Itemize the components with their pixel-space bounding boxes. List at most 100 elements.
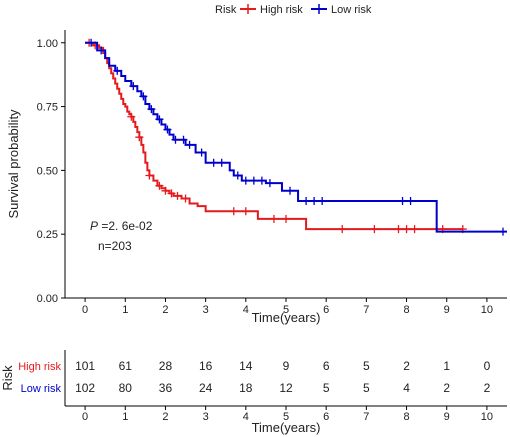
- survival-plot: Survival probability Time(years) 0.00 0.2…: [6, 30, 507, 325]
- censor-mark-low-risk: [147, 105, 156, 114]
- risk-table-cell: 101: [75, 359, 95, 373]
- censor-mark-low-risk: [87, 38, 96, 47]
- risk-table-title: Risk: [0, 365, 15, 391]
- risk-table-cell: 102: [75, 381, 95, 395]
- censor-mark-low-risk: [398, 197, 407, 206]
- risk-table-cell: 16: [199, 359, 213, 373]
- p-label: P: [90, 219, 98, 233]
- censor-mark-low-risk: [265, 179, 274, 188]
- censor-mark-low-risk: [179, 135, 188, 144]
- risk-table-x-tick-label: 4: [243, 411, 249, 423]
- risk-table-x-tick-label: 10: [481, 411, 493, 423]
- censor-mark-high-risk: [161, 186, 170, 195]
- risk-table-x-tick-label: 8: [403, 411, 409, 423]
- censor-mark-high-risk: [145, 171, 154, 180]
- censor-mark-low-risk: [257, 176, 266, 185]
- risk-table-cell: 2: [484, 381, 491, 395]
- x-tick-label: 6: [323, 304, 329, 316]
- risk-table-cell: 5: [323, 381, 330, 395]
- risk-table-x-tick-label: 9: [444, 411, 450, 423]
- risk-table-x-tick-label: 2: [162, 411, 168, 423]
- risk-table-cell: 18: [239, 381, 253, 395]
- risk-table-x-tick-label: 0: [82, 411, 88, 423]
- x-axis-label: Time(years): [252, 310, 321, 325]
- censor-mark-low-risk: [217, 158, 226, 167]
- y-axis-label: Survival probability: [6, 109, 21, 219]
- y-tick-label: 0.00: [37, 293, 58, 305]
- censor-mark-low-risk: [171, 135, 180, 144]
- risk-table-x-tick-label: 3: [203, 411, 209, 423]
- risk-table-x-tick-label: 5: [283, 411, 289, 423]
- legend-label-low-risk: Low risk: [331, 4, 372, 16]
- x-tick-label: 2: [162, 304, 168, 316]
- x-tick-label: 8: [403, 304, 409, 316]
- risk-row-label-low-risk: Low risk: [21, 383, 62, 395]
- risk-table: Risk High risk Low risk 101 61 28 16 14 9 6 5 2 1…: [0, 350, 507, 435]
- x-tick-label: 10: [481, 304, 493, 316]
- legend: Risk High risk Low risk: [215, 4, 372, 16]
- risk-table-x-tick-label: 1: [122, 411, 128, 423]
- censor-mark-low-risk: [97, 46, 106, 55]
- censor-mark-low-risk: [249, 176, 258, 185]
- risk-table-x-tick-label: 7: [363, 411, 369, 423]
- x-tick-label: 0: [82, 304, 88, 316]
- censor-mark-low-risk: [113, 66, 122, 75]
- risk-row-label-high-risk: High risk: [18, 361, 61, 373]
- risk-table-cell: 24: [199, 381, 213, 395]
- risk-table-cell: 80: [119, 381, 133, 395]
- risk-table-cell: 1: [443, 359, 450, 373]
- censor-mark-high-risk: [338, 225, 347, 234]
- censor-mark-high-risk: [127, 112, 136, 121]
- risk-table-cell: 28: [159, 359, 173, 373]
- p-value-annotation: P =2. 6e-02: [90, 219, 153, 233]
- x-tick-label: 7: [363, 304, 369, 316]
- risk-table-cell: 5: [363, 359, 370, 373]
- risk-table-cell: 2: [443, 381, 450, 395]
- censor-mark-high-risk: [370, 225, 379, 234]
- y-ticks: 0.00 0.25 0.50 0.75 1.00: [37, 38, 65, 305]
- x-tick-label: 5: [283, 304, 289, 316]
- censor-mark-low-risk: [498, 227, 507, 236]
- x-ticks: 0 1 2 3 4 5 6 7 8 9 10: [82, 298, 493, 316]
- risk-table-cell: 2: [403, 359, 410, 373]
- x-tick-label: 1: [122, 304, 128, 316]
- censor-mark-low-risk: [185, 140, 194, 149]
- survival-curve-high-risk: [85, 41, 463, 231]
- censor-mark-high-risk: [402, 225, 411, 234]
- legend-item-low-risk: Low risk: [311, 4, 372, 16]
- risk-table-x-ticks: 0 1 2 3 4 5 6 7 8 9 10: [82, 406, 493, 423]
- censor-mark-low-risk: [286, 186, 295, 195]
- n-annotation: n=203: [98, 239, 132, 253]
- survival-curves: [85, 38, 507, 236]
- censor-mark-low-risk: [302, 197, 311, 206]
- censor-mark-high-risk: [394, 225, 403, 234]
- p-value: =2. 6e-02: [98, 219, 153, 233]
- censor-mark-low-risk: [241, 176, 250, 185]
- survival-curve-low-risk: [85, 41, 507, 233]
- censor-mark-high-risk: [269, 214, 278, 223]
- censor-mark-high-risk: [282, 214, 290, 223]
- risk-table-cell: 9: [283, 359, 290, 373]
- censor-mark-low-risk: [129, 82, 138, 91]
- censor-mark-high-risk: [173, 191, 182, 200]
- x-tick-label: 9: [444, 304, 450, 316]
- censor-mark-low-risk: [318, 197, 327, 206]
- y-tick-label: 0.25: [37, 229, 58, 241]
- censor-mark-low-risk: [139, 92, 148, 101]
- censor-mark-low-risk: [209, 158, 218, 167]
- risk-table-x-axis-label: Time(years): [252, 420, 321, 435]
- censor-mark-low-risk: [406, 197, 415, 206]
- censor-mark-high-risk: [167, 189, 176, 198]
- risk-table-cell: 0: [484, 359, 491, 373]
- censor-mark-high-risk: [241, 207, 250, 216]
- censor-mark-high-risk: [410, 225, 419, 234]
- risk-table-cell: 61: [119, 359, 133, 373]
- risk-table-cell: 36: [159, 381, 173, 395]
- risk-table-cell: 14: [239, 359, 253, 373]
- x-tick-label: 4: [243, 304, 249, 316]
- risk-table-cells: 101 61 28 16 14 9 6 5 2 1 0 102 80 36 24 18 12 5 5 4 2 2: [75, 359, 490, 395]
- censor-mark-high-risk: [135, 133, 144, 142]
- risk-table-cell: 12: [279, 381, 293, 395]
- censor-mark-high-risk: [229, 207, 238, 216]
